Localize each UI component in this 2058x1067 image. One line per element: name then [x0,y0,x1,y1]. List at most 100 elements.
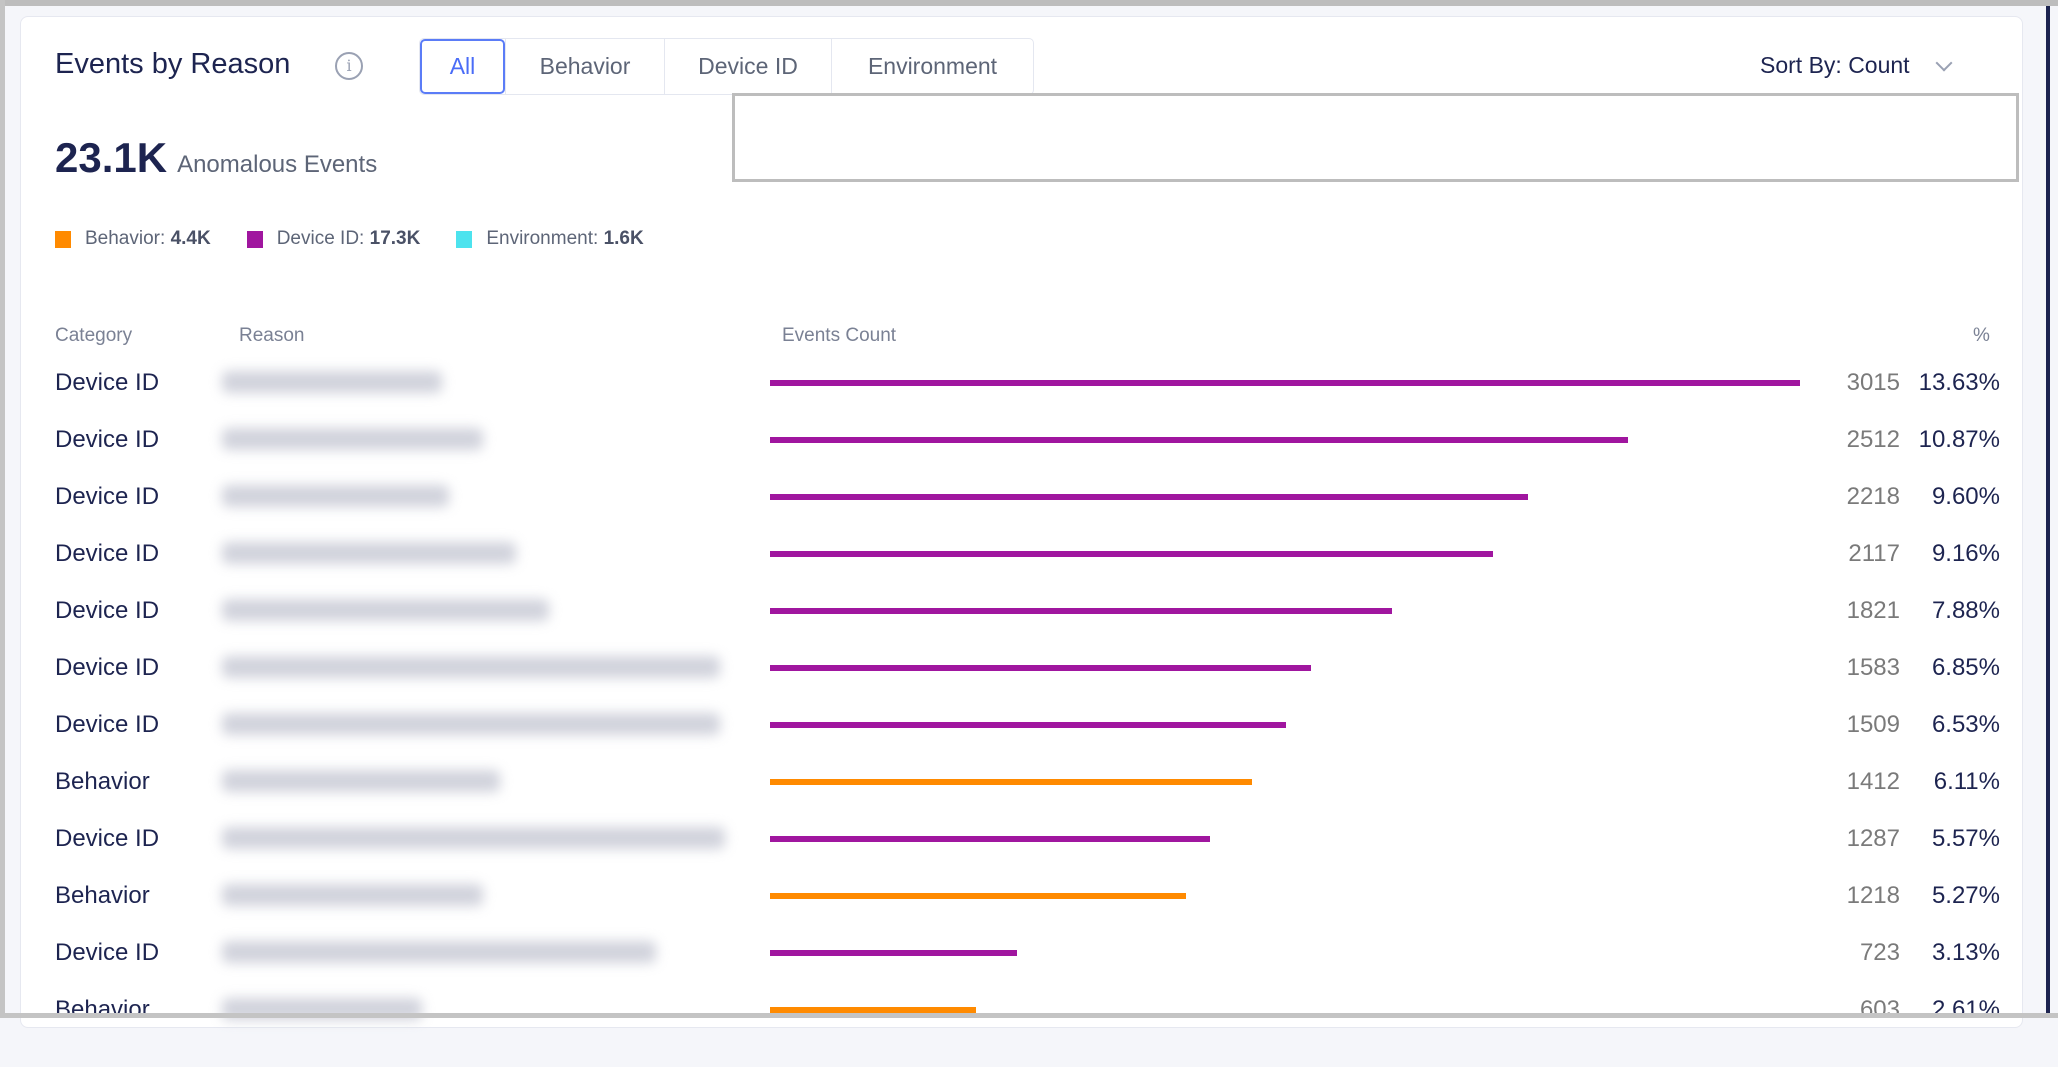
tab-all[interactable]: All [420,39,505,94]
table-row[interactable]: Device ID 3015 13.63% [0,369,2058,440]
reason-redacted [222,713,720,735]
row-percent: 6.11% [1933,768,2000,795]
window-frame-left [0,0,5,1018]
count-bar [770,494,1528,500]
row-count: 1287 [1846,825,1900,852]
row-count: 1412 [1846,768,1900,795]
column-header-percent[interactable]: % [1973,325,1990,346]
reason-redacted [222,884,483,906]
row-count: 1583 [1846,654,1900,681]
reason-redacted [222,599,549,621]
row-count: 1821 [1846,597,1900,624]
tab-device-id[interactable]: Device ID [664,39,831,94]
table-row[interactable]: Device ID 1821 7.88% [0,597,2058,668]
count-bar [770,665,1311,671]
row-percent: 13.63% [1918,369,2000,396]
row-category: Behavior [55,996,150,1023]
table-row[interactable]: Device ID 1287 5.57% [0,825,2058,896]
tab-behavior[interactable]: Behavior [505,39,664,94]
table-row[interactable]: Device ID 1509 6.53% [0,711,2058,782]
count-bar [770,779,1253,785]
row-percent: 2.61% [1931,996,2000,1023]
row-category: Device ID [55,825,160,852]
row-percent: 7.88% [1931,597,2000,624]
row-count: 603 [1859,996,1900,1023]
window-frame-bottom [0,1013,2058,1018]
table-row[interactable]: Behavior 603 2.61% [0,996,2058,1067]
info-circle-icon[interactable]: i [335,52,363,80]
row-percent: 6.53% [1931,711,2000,738]
legend-item-behavior: Behavior: 4.4K [55,228,211,250]
row-percent: 9.16% [1931,540,2000,567]
count-bar [770,1007,976,1013]
table-row[interactable]: Behavior 1218 5.27% [0,882,2058,953]
table-row[interactable]: Device ID 2512 10.87% [0,426,2058,497]
legend-label: Behavior: [85,228,166,249]
legend-value: 17.3K [369,228,421,249]
legend: Behavior: 4.4K Device ID: 17.3K Environm… [55,228,644,250]
row-percent: 5.27% [1931,882,2000,909]
table-row[interactable]: Device ID 1583 6.85% [0,654,2058,725]
row-category: Device ID [55,540,160,567]
table-row[interactable]: Device ID 2117 9.16% [0,540,2058,611]
count-bar [770,950,1017,956]
row-count: 1509 [1846,711,1900,738]
legend-label: Device ID: [276,228,365,249]
count-bar [770,437,1629,443]
legend-value: 4.4K [170,228,211,249]
count-bar [770,836,1210,842]
count-bar [770,380,1800,386]
reason-redacted [222,371,442,393]
row-category: Behavior [55,882,150,909]
sort-dropdown[interactable]: Sort By: Count [1760,52,1953,79]
widget-title: Events by Reason [55,48,291,80]
reason-redacted [222,827,725,849]
window-frame-right [2046,6,2050,1018]
row-category: Device ID [55,597,160,624]
reason-redacted [222,428,483,450]
row-category: Device ID [55,654,160,681]
reason-redacted [222,656,720,678]
column-header-reason[interactable]: Reason [239,325,305,346]
column-header-category[interactable]: Category [55,325,133,346]
events-by-reason-card [20,16,2023,1028]
row-count: 723 [1859,939,1900,966]
total-summary: 23.1K Anomalous Events [55,134,377,182]
legend-swatch [246,230,263,248]
tab-environment[interactable]: Environment [831,39,1033,94]
row-percent: 6.85% [1931,654,2000,681]
legend-swatch [55,230,71,248]
row-category: Device ID [55,711,160,738]
count-bar [770,608,1393,614]
chevron-down-icon [1935,54,1953,71]
row-percent: 9.60% [1931,483,2000,510]
sort-label: Sort By: Count [1760,52,1910,78]
table-row[interactable]: Device ID 2218 9.60% [0,483,2058,554]
legend-value: 1.6K [603,228,644,249]
count-bar [770,722,1286,728]
row-category: Device ID [55,426,160,453]
table-row[interactable]: Device ID 723 3.13% [0,939,2058,1010]
legend-label: Environment: [486,228,599,249]
row-count: 2218 [1846,483,1900,510]
window-frame-top [0,0,2058,6]
reason-redacted [222,485,449,507]
column-header-events-count[interactable]: Events Count [782,325,897,346]
row-count: 3015 [1846,369,1900,396]
reason-redacted [222,770,500,792]
row-percent: 10.87% [1918,426,2000,453]
reason-redacted [222,941,656,963]
row-percent: 5.57% [1931,825,2000,852]
row-percent: 3.13% [1931,939,2000,966]
table-row[interactable]: Behavior 1412 6.11% [0,768,2058,839]
total-label: Anomalous Events [177,151,378,178]
legend-item-environment: Environment: 1.6K [456,228,644,250]
row-count: 1218 [1846,882,1900,909]
total-value: 23.1K [55,134,168,181]
row-count: 2512 [1846,426,1900,453]
reason-redacted [222,542,516,564]
row-category: Device ID [55,369,160,396]
category-tabs: All Behavior Device ID Environment [419,38,1034,95]
row-category: Device ID [55,939,160,966]
count-bar [770,551,1494,557]
